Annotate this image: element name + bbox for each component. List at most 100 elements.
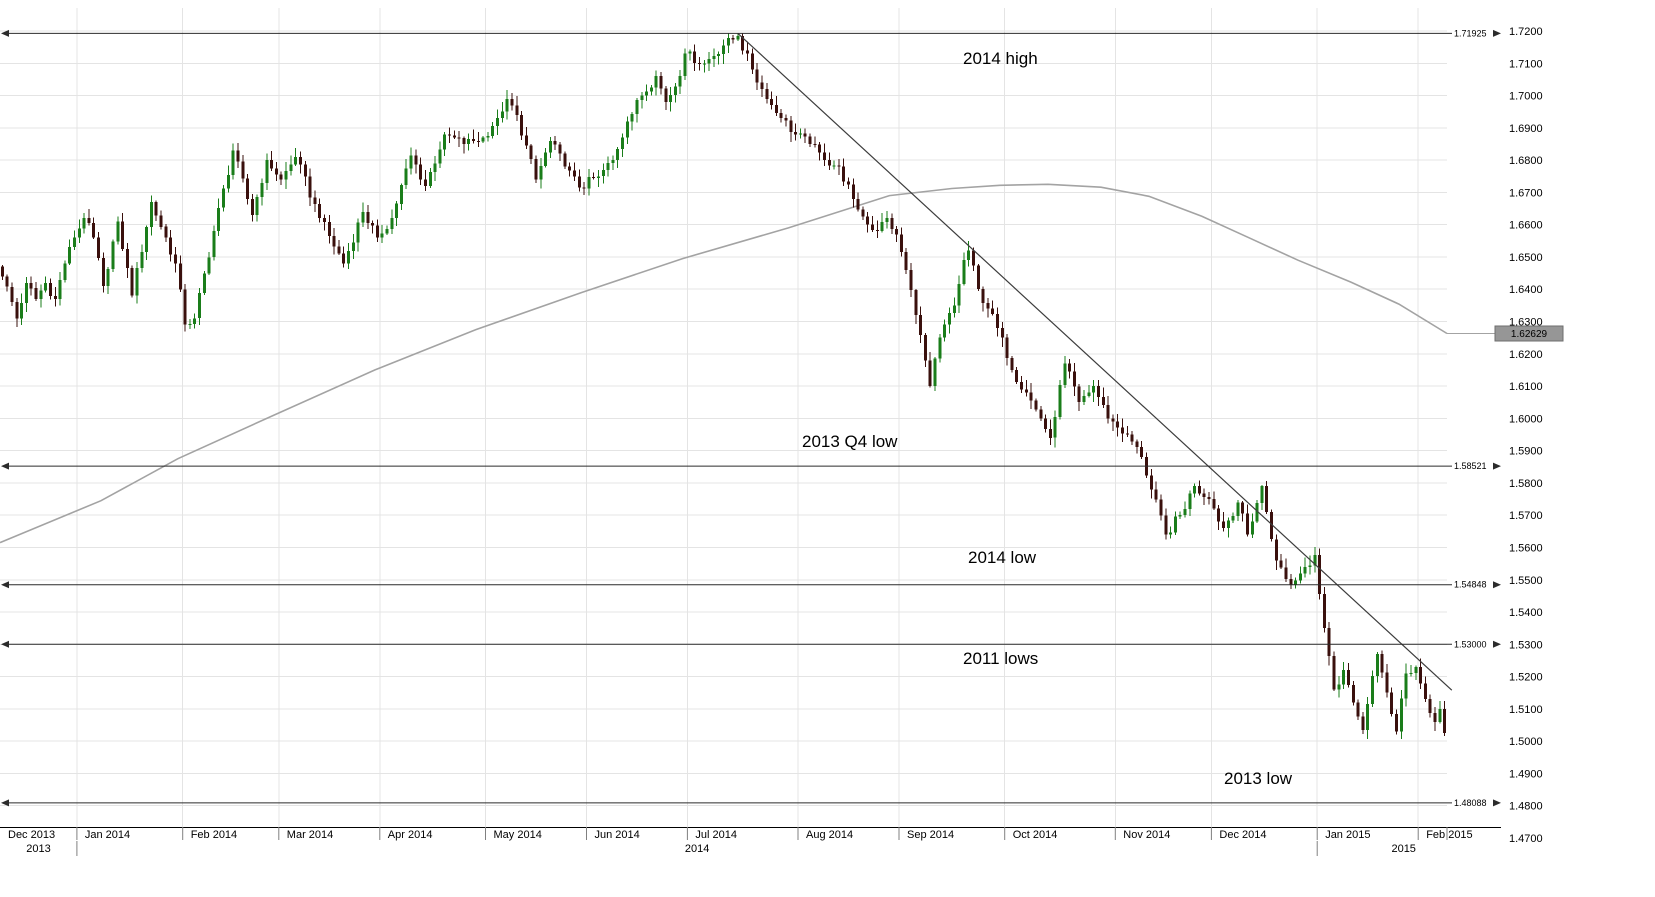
year-label: 2014 — [685, 843, 709, 855]
candle-up — [116, 221, 120, 242]
candle-up — [1308, 565, 1312, 567]
candle-down — [558, 144, 562, 154]
candle-down — [452, 135, 456, 138]
candle-down — [875, 230, 879, 232]
candle-down — [49, 282, 52, 296]
candle-up — [135, 268, 139, 296]
candle-down — [529, 145, 533, 159]
candle-down — [1068, 363, 1072, 372]
candle-down — [279, 174, 283, 180]
candle-up — [68, 246, 72, 264]
candle-up — [1226, 520, 1230, 529]
candle-down — [770, 98, 774, 106]
candle-up — [265, 160, 269, 183]
candle-down — [813, 144, 817, 145]
candle-up — [717, 54, 721, 56]
candle-down — [890, 218, 894, 229]
candle-down — [991, 308, 995, 315]
candle-down — [1159, 499, 1163, 516]
candle-up — [548, 140, 552, 153]
candle-down — [1217, 508, 1221, 522]
price-axis-label: 1.5200 — [1509, 672, 1543, 684]
candle-up — [145, 227, 149, 253]
candle-down — [323, 218, 326, 223]
candle-up — [217, 207, 221, 232]
candle-down — [1274, 539, 1278, 561]
candle-up — [1409, 673, 1413, 674]
candle-down — [553, 140, 557, 145]
candle-up — [409, 155, 413, 169]
candle-up — [1366, 703, 1370, 730]
candle-down — [1039, 409, 1043, 419]
candle-up — [500, 111, 504, 119]
candle-up — [198, 292, 201, 319]
downtrend-line[interactable] — [737, 32, 1453, 691]
candle-down — [1097, 386, 1100, 397]
candle-up — [212, 231, 216, 258]
month-label: Feb 2015 — [1426, 829, 1472, 841]
candle-up — [443, 134, 447, 150]
candle-up — [1178, 515, 1182, 517]
candle-up — [957, 283, 961, 306]
candle-up — [645, 91, 649, 96]
candle-down — [592, 176, 596, 179]
candle-down — [236, 150, 240, 162]
ma-value-label: 1.62629 — [1511, 329, 1548, 340]
candle-up — [207, 257, 211, 274]
candle-down — [784, 118, 788, 121]
price-axis-label: 1.7000 — [1509, 91, 1543, 103]
month-label: Jun 2014 — [595, 829, 640, 841]
candle-down — [1390, 692, 1394, 714]
price-axis-label: 1.4700 — [1509, 833, 1543, 845]
candle-up — [630, 114, 634, 122]
candle-down — [125, 249, 129, 269]
candle-down — [371, 223, 375, 226]
candle-down — [837, 165, 841, 167]
candle-down — [174, 254, 177, 264]
candle-up — [722, 45, 725, 55]
right-arrow-icon — [1493, 29, 1501, 37]
candle-down — [1327, 628, 1331, 656]
month-label: Jul 2014 — [695, 829, 737, 841]
candle-up — [380, 233, 384, 238]
candle-down — [1111, 418, 1115, 422]
candle-down — [904, 252, 908, 270]
candle-up — [678, 76, 682, 87]
candle-down — [1164, 515, 1168, 535]
candle-up — [193, 318, 197, 324]
candle-down — [755, 69, 759, 83]
candle-down — [741, 35, 745, 51]
candle-down — [774, 105, 778, 114]
plot-area[interactable] — [0, 0, 1447, 827]
candle-up — [933, 358, 937, 387]
candle-down — [87, 218, 91, 223]
candle-down — [274, 168, 278, 175]
candle-up — [1438, 708, 1442, 722]
candle-down — [981, 289, 985, 303]
candle-down — [246, 178, 250, 199]
left-arrow-icon — [1, 640, 9, 648]
candle-down — [582, 187, 586, 189]
candle-up — [683, 53, 687, 77]
candle-down — [1265, 486, 1269, 512]
left-arrow-icon — [1, 799, 9, 807]
year-label: 2013 — [26, 843, 50, 855]
candle-up — [832, 165, 836, 167]
candle-down — [457, 137, 461, 139]
candle-down — [10, 286, 14, 303]
candle-up — [231, 150, 235, 175]
candle-down — [423, 179, 427, 186]
chart-annotation: 2013 Q4 low — [802, 432, 898, 451]
price-axis[interactable]: 1.7200 1.7100 1.7000 1.6900 1.6800 1.6700 1.66… — [1509, 26, 1543, 845]
candle-down — [524, 135, 528, 146]
candle-down — [318, 203, 322, 219]
candle-down — [332, 236, 336, 247]
candle-down — [1289, 578, 1293, 585]
time-axis[interactable]: Dec 2013 Jan 2014 Feb 2014 Mar 2014 Apr 2014… — [0, 827, 1501, 856]
candle-down — [534, 158, 538, 180]
candle-down — [313, 197, 317, 204]
candle-down — [520, 114, 524, 136]
candle-down — [1423, 683, 1427, 700]
candle-up — [1414, 666, 1418, 673]
moving-average-layer — [0, 183, 1448, 544]
